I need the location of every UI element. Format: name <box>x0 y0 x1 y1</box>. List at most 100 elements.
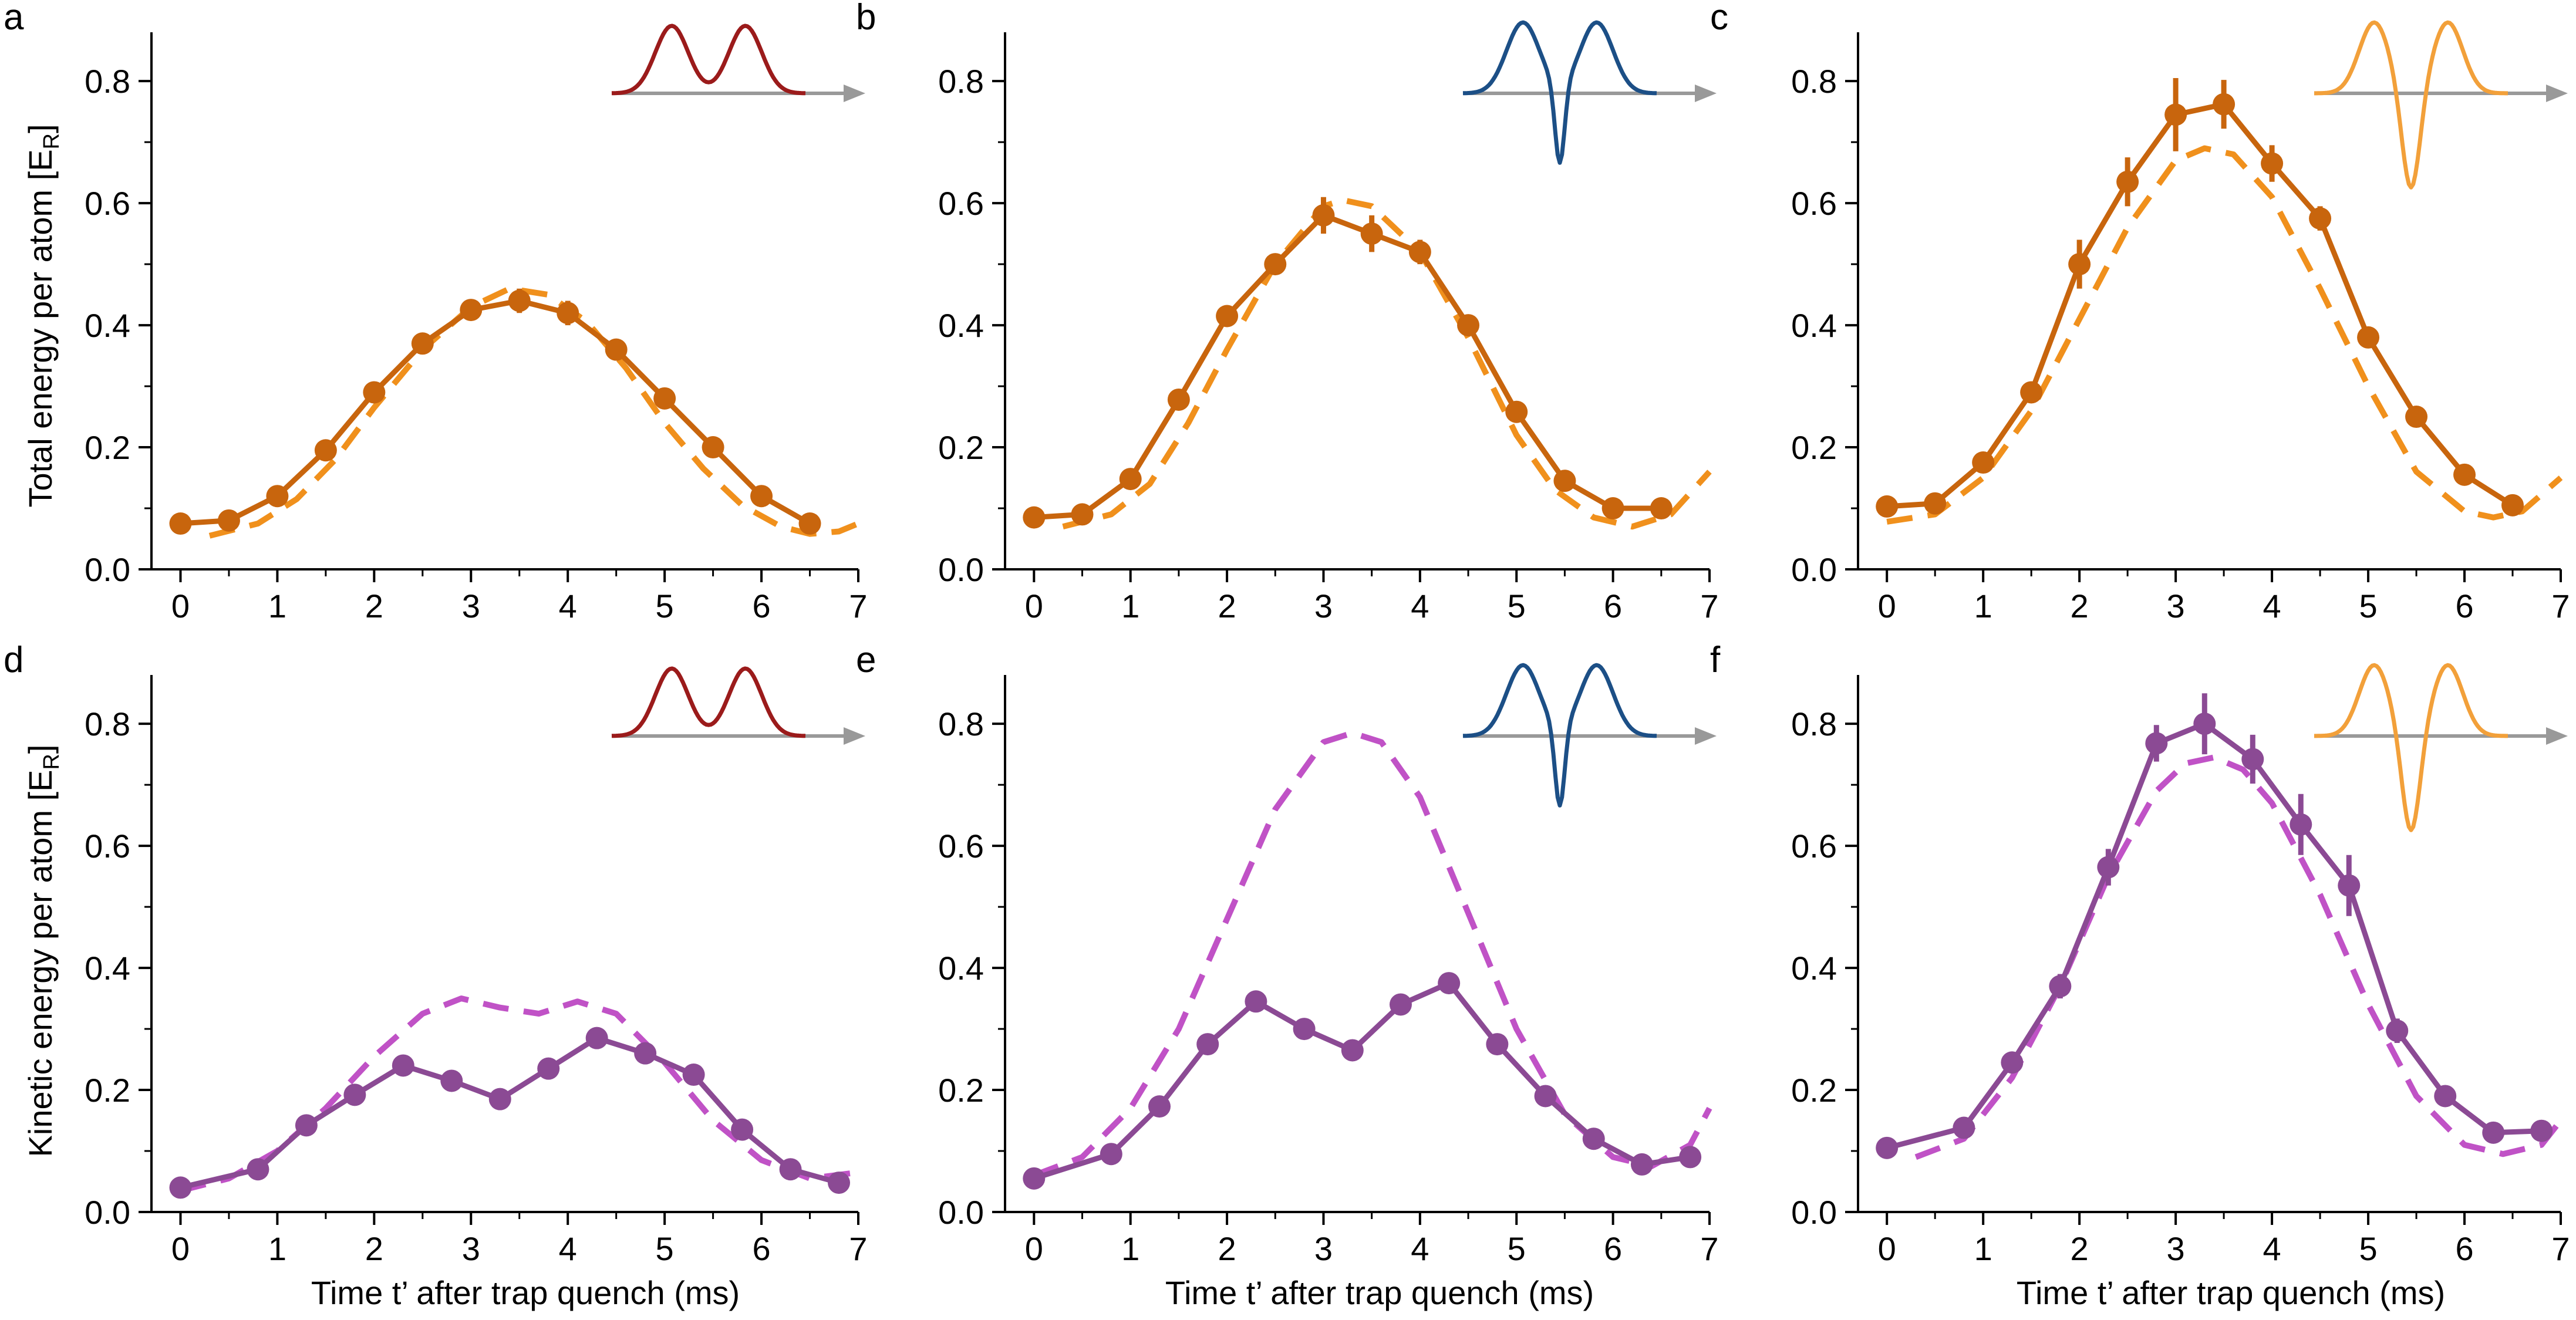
x-tick-label: 5 <box>656 588 674 624</box>
y-tick-label: 0.8 <box>85 705 130 742</box>
x-tick-label: 1 <box>268 588 286 624</box>
x-tick-label: 3 <box>2167 588 2185 624</box>
y-tick-label: 0.2 <box>85 429 130 466</box>
y-tick-label: 0.4 <box>85 307 130 344</box>
x-tick-label: 4 <box>2263 588 2281 624</box>
y-tick-label: 0.8 <box>85 63 130 100</box>
y-tick-label: 0.6 <box>938 185 984 222</box>
data-point <box>440 1069 463 1092</box>
inset-potential-sketch <box>1462 20 1717 165</box>
x-tick-label: 3 <box>1314 1230 1333 1267</box>
y-tick-label: 0.2 <box>938 429 984 466</box>
y-axis-title-bottom: Kinetic energy per atom [ER] <box>22 745 64 1157</box>
y-tick-label: 0.2 <box>85 1072 130 1109</box>
inset-arrow-head <box>2546 727 2568 745</box>
x-tick-label: 7 <box>849 1230 867 1267</box>
data-point <box>1341 1039 1364 1062</box>
x-tick-label: 2 <box>2071 588 2089 624</box>
x-tick-label: 1 <box>268 1230 286 1267</box>
data-point <box>2261 152 2284 175</box>
panel-letter: f <box>1710 640 1721 680</box>
y-tick-label: 0.6 <box>1791 185 1837 222</box>
data-point <box>460 299 483 322</box>
y-tick-label: 0.6 <box>1791 828 1837 865</box>
y-tick-label: 0.8 <box>938 705 984 742</box>
data-point <box>605 338 628 361</box>
data-point <box>1293 1018 1316 1041</box>
x-tick-label: 6 <box>1604 1230 1622 1267</box>
x-tick-label: 0 <box>1878 1230 1896 1267</box>
y-tick-label: 0.0 <box>938 1194 984 1231</box>
x-tick-label: 2 <box>365 1230 383 1267</box>
data-point <box>1312 204 1335 227</box>
x-tick-label: 3 <box>462 588 480 624</box>
data-point <box>266 485 289 508</box>
panel-letter: b <box>856 0 876 38</box>
y-tick-label: 0.2 <box>1791 429 1837 466</box>
data-point <box>2001 1051 2024 1074</box>
data-point <box>537 1057 560 1080</box>
x-tick-label: 6 <box>2455 588 2473 624</box>
x-tick-label: 4 <box>2263 1230 2281 1267</box>
y-axis-title-top: Total energy per atom [ER] <box>22 124 64 507</box>
y-tick-label: 0.8 <box>1791 705 1837 742</box>
panel-e: e 0 1 2 3 4 5 6 7 0.0 0.2 0.4 0.6 0.8 <box>856 640 1719 1267</box>
data-point <box>1972 451 1995 474</box>
inset-potential-sketch <box>1462 663 1717 808</box>
y-tick-label: 0.6 <box>85 185 130 222</box>
data-point <box>1953 1116 1975 1139</box>
y-tick-label: 0.6 <box>938 828 984 865</box>
y-tick-label: 0.0 <box>85 551 130 588</box>
data-point <box>2241 748 2264 771</box>
x-tick-label: 2 <box>1218 1230 1236 1267</box>
x-tick-label: 1 <box>1974 1230 1992 1267</box>
y-tick-label: 0.0 <box>85 1194 130 1231</box>
x-tick-label: 0 <box>1025 1230 1043 1267</box>
data-point <box>2530 1119 2553 1142</box>
data-point <box>1360 222 1383 245</box>
x-tick-label: 4 <box>1411 588 1429 624</box>
panel-letter: d <box>4 640 23 680</box>
y-tick-label: 0.4 <box>938 950 984 987</box>
data-point <box>1389 993 1412 1016</box>
panel-a: a 0 1 2 3 4 5 6 7 0.0 0.2 0.4 0.6 0.8 <box>4 0 868 624</box>
x-tick-label: 5 <box>2359 1230 2377 1267</box>
y-tick-label: 0.4 <box>1791 950 1837 987</box>
data-point <box>1650 497 1673 520</box>
x-tick-label: 1 <box>1121 1230 1139 1267</box>
data-point <box>169 1176 192 1199</box>
data-point <box>2338 874 2361 897</box>
x-tick-label: 7 <box>1700 1230 1718 1267</box>
inset-potential-sketch <box>611 666 865 745</box>
data-point <box>411 332 434 355</box>
data-point <box>682 1064 705 1086</box>
data-point <box>2501 494 2524 516</box>
y-tick-label: 0.4 <box>1791 307 1837 344</box>
inset-potential-sketch <box>611 23 865 102</box>
data-point <box>314 439 337 462</box>
data-point <box>295 1114 318 1137</box>
y-tick-label: 0.4 <box>938 307 984 344</box>
x-tick-label: 2 <box>2071 1230 2089 1267</box>
x-axis-title-d: Time t’ after trap quench (ms) <box>311 1274 740 1311</box>
data-point <box>1679 1146 1702 1169</box>
panel-letter: a <box>4 0 24 38</box>
y-tick-label: 0.2 <box>938 1072 984 1109</box>
data-point <box>2482 1121 2505 1144</box>
data-point <box>1630 1153 1653 1176</box>
data-point <box>2213 93 2236 116</box>
data-point <box>2434 1085 2457 1108</box>
data-point <box>1023 1167 1046 1190</box>
data-point <box>1876 495 1899 518</box>
data-point <box>1582 1127 1605 1150</box>
x-tick-label: 6 <box>2455 1230 2473 1267</box>
x-tick-label: 6 <box>752 1230 770 1267</box>
x-tick-label: 7 <box>2551 588 2570 624</box>
x-tick-label: 5 <box>1508 1230 1526 1267</box>
data-point <box>217 509 240 532</box>
y-tick-label: 0.0 <box>1791 1194 1837 1231</box>
inset-curve <box>1462 20 1657 165</box>
data-point <box>702 436 724 459</box>
data-point <box>2309 207 2332 230</box>
